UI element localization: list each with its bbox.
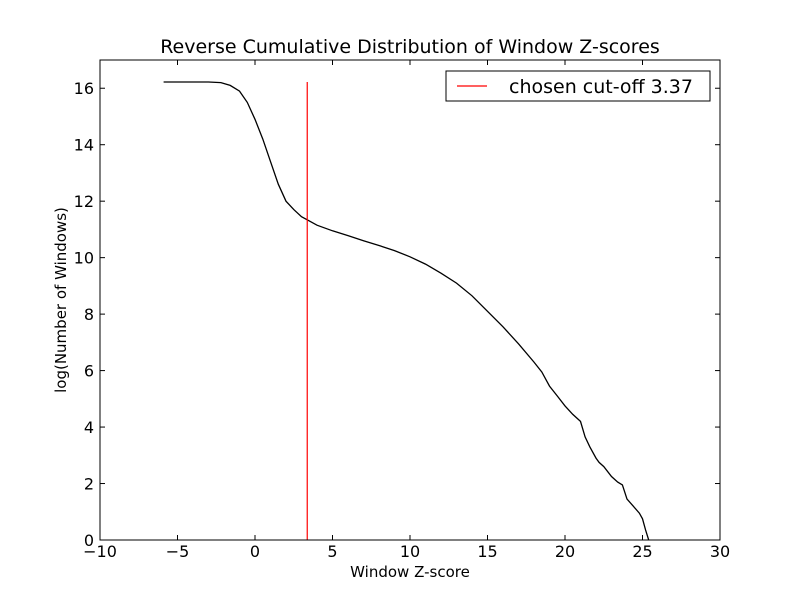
legend: chosen cut-off 3.37 — [445, 70, 711, 102]
x-axis-label: Window Z-score — [350, 563, 470, 581]
x-tick-label: −10 — [83, 542, 117, 561]
y-tick-label: 16 — [74, 79, 94, 98]
legend-label-cutoff: chosen cut-off 3.37 — [509, 76, 693, 98]
series-line-0 — [163, 81, 650, 541]
y-tick-label: 2 — [84, 475, 94, 494]
x-tick-label: 25 — [632, 542, 652, 561]
x-tick-label: 0 — [250, 542, 260, 561]
x-tick-label: 10 — [400, 542, 420, 561]
plot-layer — [163, 81, 650, 541]
x-tick-label: 15 — [477, 542, 497, 561]
x-tick-label: 30 — [710, 542, 730, 561]
chart-title: Reverse Cumulative Distribution of Windo… — [160, 36, 660, 58]
y-tick-label: 0 — [84, 531, 94, 550]
axis-ticks: −10 −5 0 5 10 15 20 25 30 0 2 4 6 8 10 12 14 16 — [74, 60, 730, 561]
y-axis-label: log(Number of Windows) — [52, 207, 70, 393]
x-tick-label: 20 — [555, 542, 575, 561]
y-tick-label: 4 — [84, 418, 94, 437]
y-tick-label: 12 — [74, 192, 94, 211]
y-tick-label: 14 — [74, 136, 94, 155]
x-tick-label: 5 — [327, 542, 337, 561]
y-tick-label: 8 — [84, 305, 94, 324]
y-tick-label: 6 — [84, 362, 94, 381]
x-tick-label: −5 — [166, 542, 190, 561]
y-tick-label: 10 — [74, 249, 94, 268]
legend-box — [445, 70, 711, 102]
plot-area-frame — [99, 59, 721, 541]
